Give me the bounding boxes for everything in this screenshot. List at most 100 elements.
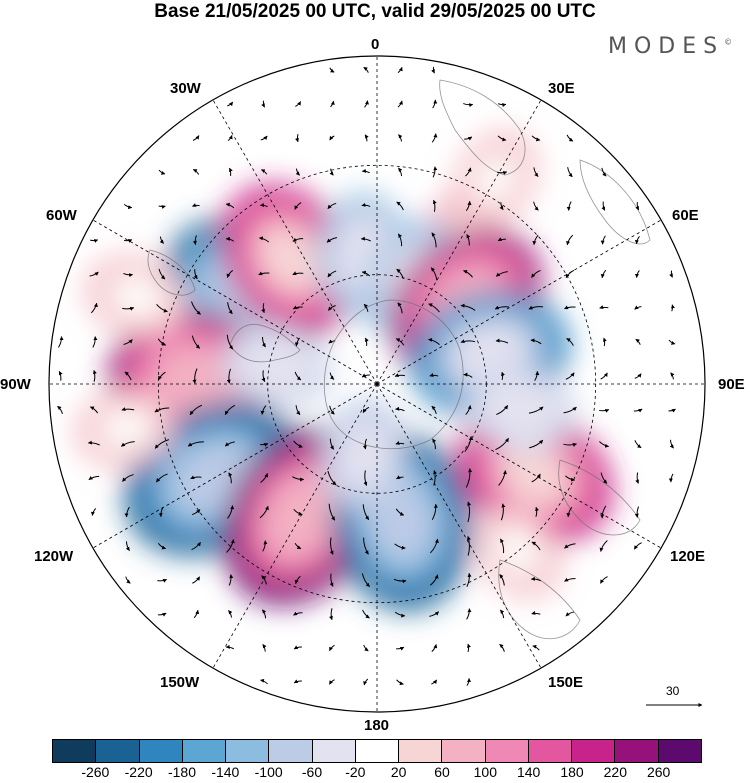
wind-arrow	[329, 67, 335, 73]
wind-arrow	[192, 368, 198, 384]
wind-arrow	[564, 543, 576, 549]
colorbar-tick-label: -260	[81, 764, 110, 780]
wind-arrow	[260, 678, 268, 685]
wind-arrow	[329, 438, 335, 450]
wind-arrow	[125, 541, 130, 551]
wind-arrow	[564, 577, 576, 582]
wind-arrow	[122, 307, 135, 311]
wind-arrow	[158, 506, 164, 518]
wind-arrow	[467, 643, 471, 653]
wind-arrow	[294, 202, 302, 210]
wind-arrow	[671, 304, 675, 312]
wind-arrow	[499, 609, 505, 619]
meridian-line	[376, 383, 662, 549]
wind-arrow	[531, 270, 541, 278]
wind-arrow	[465, 200, 472, 211]
wind-arrow	[565, 269, 575, 279]
wind-arrow	[498, 470, 507, 486]
wind-arrow	[532, 234, 539, 246]
wind-arrow	[259, 202, 268, 208]
wind-arrow	[565, 611, 575, 617]
wind-arrow	[192, 169, 200, 175]
wind-arrow	[328, 679, 335, 685]
wind-arrow	[328, 339, 336, 344]
wind-arrow	[225, 644, 235, 650]
wind-arrow	[495, 437, 509, 451]
brand-text: MODES	[608, 34, 725, 59]
wind-arrow	[294, 543, 302, 550]
wind-arrow	[88, 475, 100, 481]
wind-arrow	[329, 537, 334, 555]
wind-arrow	[430, 538, 439, 554]
wind-arrow	[362, 609, 370, 619]
wind-arrow	[501, 371, 505, 380]
wind-arrow	[154, 407, 170, 413]
wind-arrow	[395, 406, 405, 412]
wind-arrow	[431, 405, 437, 414]
wind-arrow	[363, 303, 369, 312]
wind-arrow	[262, 644, 267, 652]
wind-arrow	[261, 575, 267, 585]
wind-arrow	[497, 171, 508, 175]
wind-arrow	[193, 609, 200, 619]
lon-label-150w: 150W	[160, 674, 200, 691]
wind-arrow	[125, 576, 131, 584]
wind-arrow	[227, 302, 233, 315]
wind-arrow	[58, 370, 63, 381]
wind-arrow	[600, 576, 608, 584]
colorbar-swatch	[96, 740, 140, 762]
wind-arrow	[363, 678, 369, 686]
wind-arrow	[397, 302, 403, 314]
wind-arrow	[634, 440, 642, 449]
wind-arrow	[460, 339, 476, 344]
colorbar-swatch	[485, 740, 529, 762]
wind-arrow	[192, 576, 201, 584]
wind-arrow	[329, 135, 335, 141]
wind-arrow	[57, 405, 63, 414]
wind-arrow	[670, 372, 675, 380]
wind-arrow	[394, 543, 406, 550]
wind-arrow	[260, 135, 268, 141]
wind-arrow	[294, 575, 301, 585]
colorbar-tick-label: -20	[345, 764, 366, 780]
wind-arrow	[601, 201, 606, 211]
wind-arrow	[466, 234, 471, 246]
graticule	[49, 56, 705, 712]
wind-arrow	[228, 610, 233, 618]
wind-arrow	[158, 169, 166, 175]
wind-arrow	[260, 443, 269, 447]
colorbar-tick-label: 140	[516, 764, 541, 780]
meridian-line	[376, 383, 542, 669]
lon-label-120w: 120W	[34, 548, 74, 565]
wind-arrow	[430, 574, 439, 586]
wind-arrow	[466, 608, 472, 620]
wind-arrow	[635, 338, 641, 345]
wind-arrow	[261, 609, 267, 619]
wind-arrow	[465, 405, 472, 415]
wind-arrow	[192, 203, 200, 207]
wind-arrow	[563, 406, 577, 414]
wind-arrow	[567, 167, 573, 178]
wind-arrow	[432, 99, 438, 109]
wind-arrow	[495, 271, 508, 277]
colorbar-tick-label: -60	[301, 764, 323, 780]
wind-arrow	[532, 644, 540, 651]
lon-label-0: 0	[371, 36, 380, 53]
wind-arrow	[226, 334, 234, 350]
wind-arrow	[467, 536, 471, 556]
wind-arrow	[433, 470, 438, 486]
wind-arrow	[463, 103, 474, 108]
wind-arrow	[90, 239, 99, 243]
wind-arrow	[533, 201, 539, 211]
colorbar-tick-label: 260	[646, 764, 671, 780]
colorbar	[52, 739, 702, 763]
wind-arrow	[189, 404, 203, 416]
wind-arrow	[432, 438, 437, 450]
wind-arrow	[260, 473, 269, 483]
colorbar-tick-label: -220	[124, 764, 153, 780]
lon-label-90e: 90E	[718, 376, 745, 393]
wind-arrow	[260, 169, 268, 175]
wind-arrow	[190, 475, 202, 480]
wind-arrow	[535, 506, 539, 517]
wind-arrow	[328, 305, 336, 311]
